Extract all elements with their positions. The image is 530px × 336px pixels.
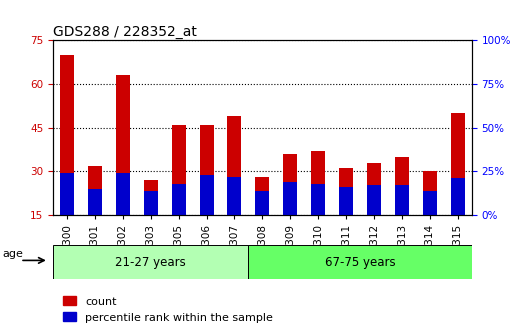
Bar — [283, 182, 297, 215]
Bar — [450, 113, 465, 215]
Bar — [116, 173, 130, 215]
Bar — [199, 175, 214, 215]
Bar — [367, 163, 381, 215]
Bar — [339, 168, 353, 215]
Bar — [255, 191, 269, 215]
Bar — [144, 191, 158, 215]
Bar — [60, 55, 74, 215]
Bar — [199, 125, 214, 215]
Bar — [339, 187, 353, 215]
Bar — [311, 183, 325, 215]
Bar — [172, 125, 185, 215]
Text: age: age — [3, 249, 23, 259]
Bar — [60, 173, 74, 215]
Bar — [88, 166, 102, 215]
Bar — [172, 183, 185, 215]
Text: 67-75 years: 67-75 years — [325, 256, 395, 268]
Bar — [283, 154, 297, 215]
Bar — [255, 177, 269, 215]
Bar — [395, 185, 409, 215]
Text: GDS288 / 228352_at: GDS288 / 228352_at — [53, 25, 197, 39]
Bar — [116, 75, 130, 215]
Bar — [423, 171, 437, 215]
Bar — [395, 157, 409, 215]
Bar — [88, 189, 102, 215]
Bar — [367, 185, 381, 215]
Bar — [311, 151, 325, 215]
Text: 21-27 years: 21-27 years — [116, 256, 186, 268]
Bar — [227, 177, 242, 215]
Legend: count, percentile rank within the sample: count, percentile rank within the sample — [58, 292, 278, 327]
Bar — [227, 116, 242, 215]
Bar — [249, 245, 472, 279]
Bar — [53, 245, 249, 279]
Bar — [144, 180, 158, 215]
Bar — [450, 178, 465, 215]
Bar — [423, 191, 437, 215]
